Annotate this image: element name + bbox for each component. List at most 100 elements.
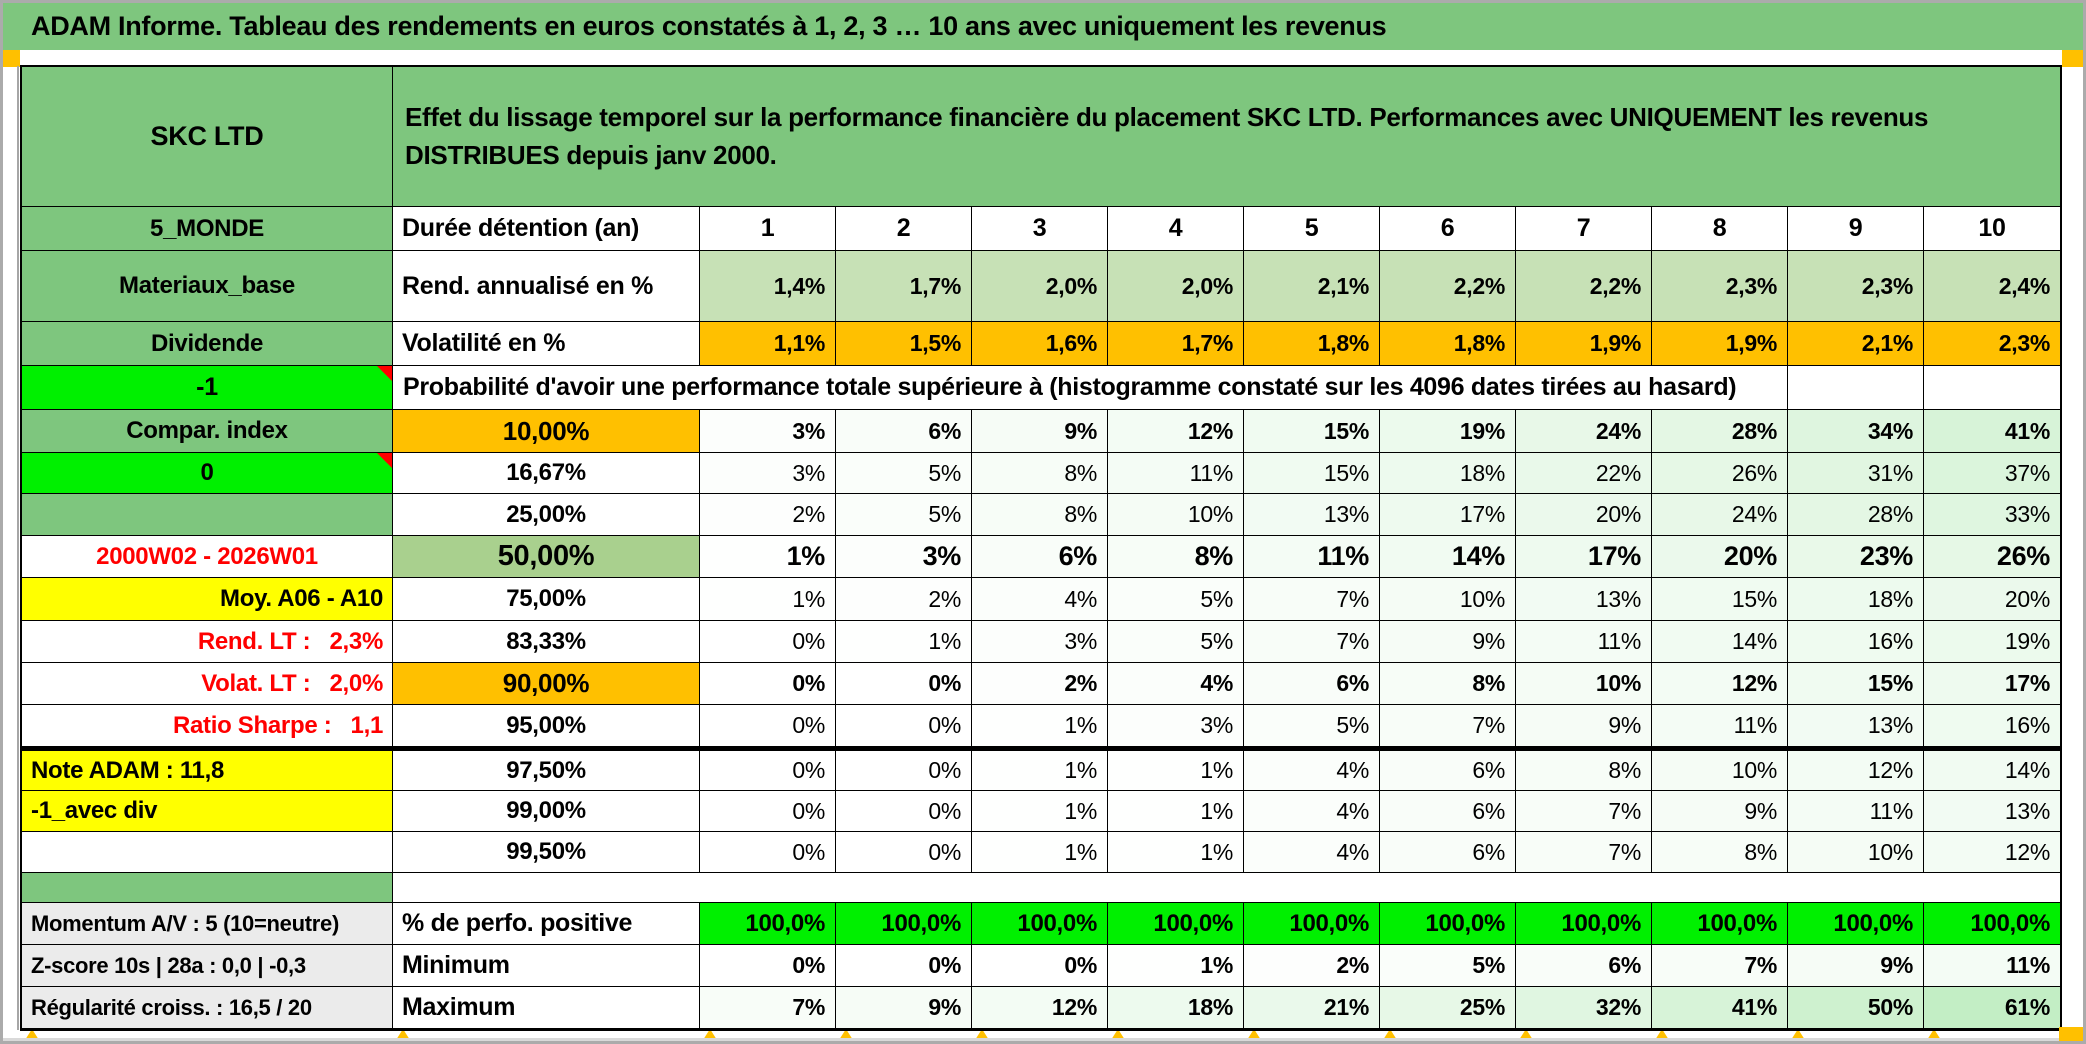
prob-value-cell[interactable]: 11% bbox=[1652, 705, 1788, 746]
prob-value-cell[interactable]: 9% bbox=[1380, 621, 1516, 662]
prob-value-cell[interactable]: 6% bbox=[1380, 832, 1516, 872]
summary-value-cell[interactable]: 100,0% bbox=[1788, 903, 1924, 944]
prob-value-cell[interactable]: 12% bbox=[1108, 410, 1244, 452]
prob-value-cell[interactable]: 0% bbox=[700, 751, 836, 790]
prob-value-cell[interactable]: 37% bbox=[1924, 453, 2060, 493]
prob-value-cell[interactable]: 7% bbox=[1516, 832, 1652, 872]
prob-value-cell[interactable]: 5% bbox=[836, 494, 972, 535]
prob-value-cell[interactable]: 8% bbox=[1652, 832, 1788, 872]
prob-value-cell[interactable]: 1% bbox=[1108, 751, 1244, 790]
prob-value-cell[interactable]: 8% bbox=[1108, 536, 1244, 577]
cell-materiaux-base[interactable]: Materiaux_base bbox=[22, 251, 393, 321]
threshold-cell[interactable]: 83,33% bbox=[393, 621, 700, 662]
prob-value-cell[interactable]: 11% bbox=[1108, 453, 1244, 493]
summary-value-cell[interactable]: 7% bbox=[700, 987, 836, 1028]
summary-value-cell[interactable]: 100,0% bbox=[1108, 903, 1244, 944]
prob-value-cell[interactable]: 18% bbox=[1788, 578, 1924, 620]
prob-value-cell[interactable]: 9% bbox=[1516, 705, 1652, 746]
duration-label-cell[interactable]: Durée détention (an) bbox=[393, 207, 700, 250]
prob-value-cell[interactable]: 19% bbox=[1924, 621, 2060, 662]
prob-value-cell[interactable]: 18% bbox=[1380, 453, 1516, 493]
row-label-cell[interactable]: Moy. A06 - A10 bbox=[22, 578, 393, 620]
duration-cell[interactable]: 1 bbox=[700, 207, 836, 250]
row-label-cell[interactable] bbox=[22, 832, 393, 872]
prob-value-cell[interactable]: 6% bbox=[1380, 791, 1516, 831]
summary-value-cell[interactable]: 0% bbox=[700, 945, 836, 986]
row-label-cell[interactable]: Compar. index bbox=[22, 410, 393, 452]
prob-value-cell[interactable]: 9% bbox=[1652, 791, 1788, 831]
prob-value-cell[interactable]: 28% bbox=[1652, 410, 1788, 452]
summary-value-cell[interactable]: 7% bbox=[1652, 945, 1788, 986]
summary-value-cell[interactable]: 100,0% bbox=[1516, 903, 1652, 944]
prob-value-cell[interactable]: 6% bbox=[1244, 663, 1380, 704]
threshold-cell[interactable]: 16,67% bbox=[393, 453, 700, 493]
description-cell[interactable]: Effet du lissage temporel sur la perform… bbox=[393, 67, 2060, 206]
summary-value-cell[interactable]: 41% bbox=[1652, 987, 1788, 1028]
prob-value-cell[interactable]: 0% bbox=[700, 705, 836, 746]
prob-value-cell[interactable]: 10% bbox=[1652, 751, 1788, 790]
annualized-return-value-cell[interactable]: 2,0% bbox=[972, 251, 1108, 321]
threshold-cell[interactable]: 95,00% bbox=[393, 705, 700, 746]
prob-value-cell[interactable]: 5% bbox=[1244, 705, 1380, 746]
duration-cell[interactable]: 6 bbox=[1380, 207, 1516, 250]
prob-value-cell[interactable]: 15% bbox=[1244, 410, 1380, 452]
prob-value-cell[interactable]: 20% bbox=[1924, 578, 2060, 620]
prob-value-cell[interactable]: 1% bbox=[700, 536, 836, 577]
summary-value-cell[interactable]: 9% bbox=[836, 987, 972, 1028]
prob-value-cell[interactable]: 7% bbox=[1516, 791, 1652, 831]
volatility-value-cell[interactable]: 1,7% bbox=[1108, 322, 1244, 365]
duration-cell[interactable]: 9 bbox=[1788, 207, 1924, 250]
empty-cell[interactable] bbox=[1924, 366, 2060, 409]
summary-value-cell[interactable]: 21% bbox=[1244, 987, 1380, 1028]
prob-value-cell[interactable]: 16% bbox=[1924, 705, 2060, 746]
prob-value-cell[interactable]: 1% bbox=[836, 621, 972, 662]
volatility-value-cell[interactable]: 1,1% bbox=[700, 322, 836, 365]
annualized-return-value-cell[interactable]: 2,3% bbox=[1652, 251, 1788, 321]
prob-value-cell[interactable]: 11% bbox=[1788, 791, 1924, 831]
prob-value-cell[interactable]: 4% bbox=[1244, 832, 1380, 872]
annualized-return-value-cell[interactable]: 2,2% bbox=[1380, 251, 1516, 321]
threshold-cell[interactable]: 99,50% bbox=[393, 832, 700, 872]
prob-value-cell[interactable]: 26% bbox=[1924, 536, 2060, 577]
prob-value-cell[interactable]: 13% bbox=[1516, 578, 1652, 620]
prob-value-cell[interactable]: 14% bbox=[1380, 536, 1516, 577]
summary-value-cell[interactable]: 2% bbox=[1244, 945, 1380, 986]
prob-value-cell[interactable]: 1% bbox=[972, 751, 1108, 790]
spacer-green-cell[interactable] bbox=[22, 873, 393, 902]
row-label-cell[interactable] bbox=[22, 494, 393, 535]
row-label-cell[interactable]: Rend. LT : 2,3% bbox=[22, 621, 393, 662]
probability-header-cell[interactable]: Probabilité d'avoir une performance tota… bbox=[393, 366, 1788, 409]
prob-value-cell[interactable]: 1% bbox=[972, 705, 1108, 746]
prob-value-cell[interactable]: 1% bbox=[972, 832, 1108, 872]
prob-value-cell[interactable]: 12% bbox=[1924, 832, 2060, 872]
prob-value-cell[interactable]: 31% bbox=[1788, 453, 1924, 493]
volatility-value-cell[interactable]: 1,5% bbox=[836, 322, 972, 365]
summary-value-cell[interactable]: 25% bbox=[1380, 987, 1516, 1028]
prob-value-cell[interactable]: 0% bbox=[836, 705, 972, 746]
duration-cell[interactable]: 3 bbox=[972, 207, 1108, 250]
summary-value-cell[interactable]: 100,0% bbox=[972, 903, 1108, 944]
summary-value-cell[interactable]: 100,0% bbox=[700, 903, 836, 944]
prob-value-cell[interactable]: 3% bbox=[700, 410, 836, 452]
prob-value-cell[interactable]: 0% bbox=[836, 791, 972, 831]
prob-value-cell[interactable]: 0% bbox=[700, 791, 836, 831]
summary-measure-cell[interactable]: Maximum bbox=[393, 987, 700, 1028]
summary-value-cell[interactable]: 0% bbox=[836, 945, 972, 986]
prob-value-cell[interactable]: 8% bbox=[972, 494, 1108, 535]
row-label-cell[interactable]: 2000W02 - 2026W01 bbox=[22, 536, 393, 577]
prob-value-cell[interactable]: 22% bbox=[1516, 453, 1652, 493]
prob-value-cell[interactable]: 28% bbox=[1788, 494, 1924, 535]
row-label-cell[interactable]: -1_avec div bbox=[22, 791, 393, 831]
prob-value-cell[interactable]: 24% bbox=[1516, 410, 1652, 452]
threshold-cell[interactable]: 25,00% bbox=[393, 494, 700, 535]
summary-value-cell[interactable]: 1% bbox=[1108, 945, 1244, 986]
volatility-label-cell[interactable]: Volatilité en % bbox=[393, 322, 700, 365]
row-label-cell[interactable]: 0 bbox=[22, 453, 393, 493]
summary-measure-cell[interactable]: % de perfo. positive bbox=[393, 903, 700, 944]
prob-value-cell[interactable]: 0% bbox=[700, 663, 836, 704]
prob-value-cell[interactable]: 10% bbox=[1380, 578, 1516, 620]
prob-value-cell[interactable]: 5% bbox=[836, 453, 972, 493]
prob-value-cell[interactable]: 4% bbox=[1108, 663, 1244, 704]
annualized-return-value-cell[interactable]: 2,0% bbox=[1108, 251, 1244, 321]
prob-value-cell[interactable]: 4% bbox=[1244, 751, 1380, 790]
